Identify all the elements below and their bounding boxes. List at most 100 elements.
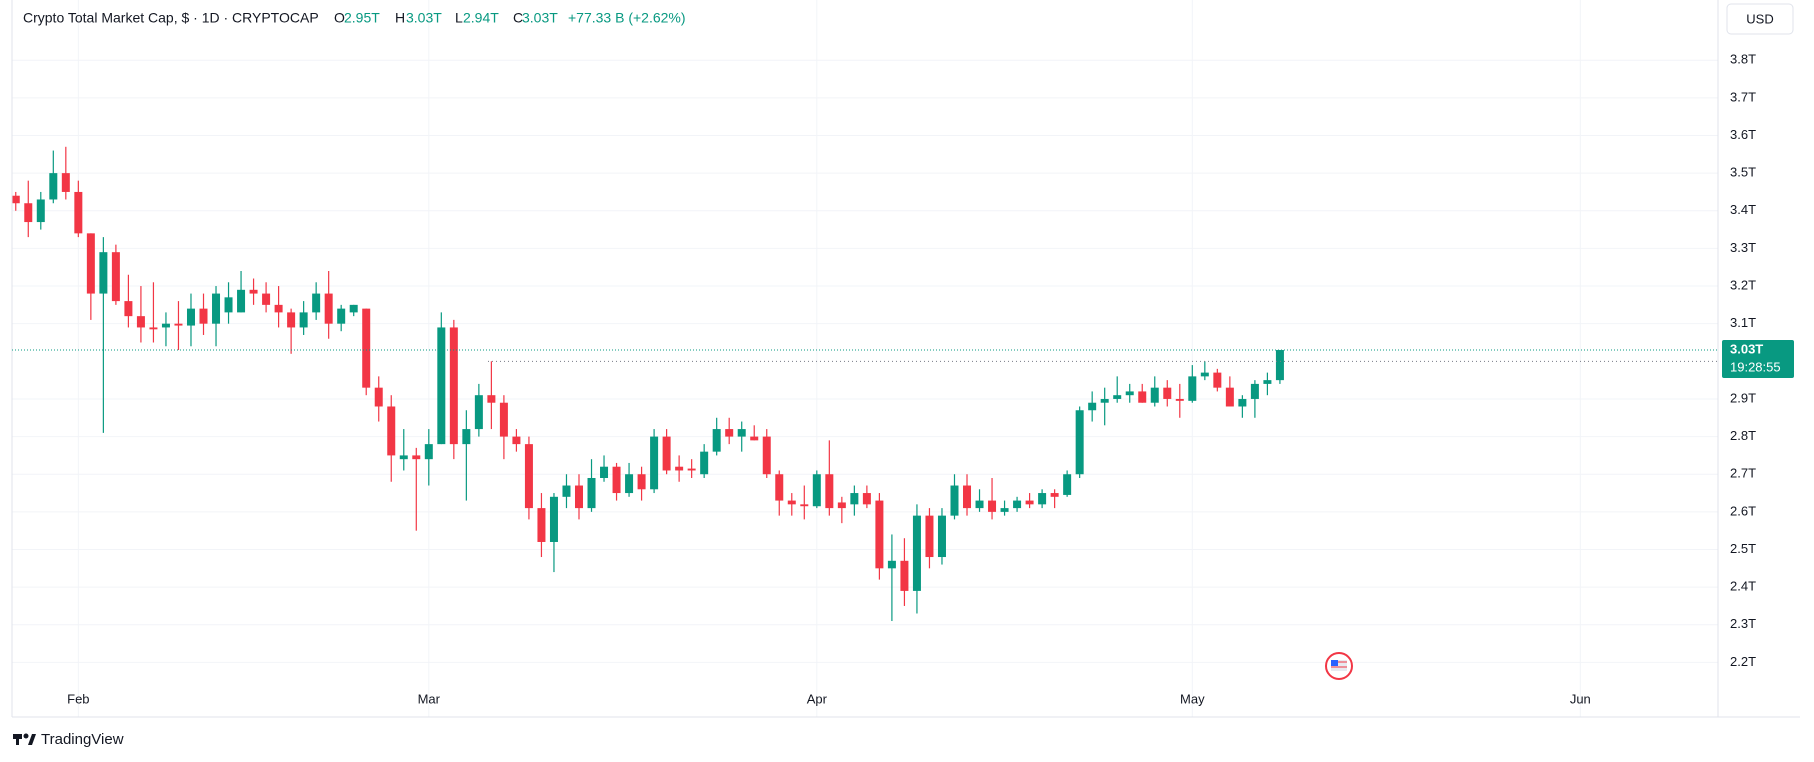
candle-body xyxy=(1263,380,1272,384)
legend-key: C xyxy=(513,10,523,26)
y-tick-label: 2.5T xyxy=(1730,541,1756,556)
legend-value: 2.95T xyxy=(344,10,380,26)
candle-body xyxy=(1025,500,1034,505)
y-tick-label: 2.8T xyxy=(1730,428,1756,443)
candle-body xyxy=(650,436,659,490)
candle-body xyxy=(825,474,834,509)
candle-body xyxy=(499,402,508,437)
candle-body xyxy=(262,293,271,305)
brand[interactable]: TradingView xyxy=(13,731,124,748)
countdown: 19:28:55 xyxy=(1730,359,1781,374)
candle-body xyxy=(374,387,383,407)
candle-body xyxy=(199,308,208,324)
candle-body xyxy=(950,485,959,516)
currency-label[interactable]: USD xyxy=(1746,11,1773,26)
candle-body xyxy=(1013,500,1022,509)
y-tick-label: 3.4T xyxy=(1730,202,1756,217)
candle-body xyxy=(988,500,997,512)
candle-body xyxy=(600,466,609,478)
candle-body xyxy=(612,466,621,494)
candle-body xyxy=(136,316,145,328)
candle-body xyxy=(750,436,759,441)
y-tick-label: 3.5T xyxy=(1730,165,1756,180)
candle-body xyxy=(1213,372,1222,388)
candle-body xyxy=(1175,398,1184,401)
candle-body xyxy=(662,436,671,471)
logo-part xyxy=(23,733,29,739)
candle-body xyxy=(862,493,871,505)
y-tick-label: 3.7T xyxy=(1730,89,1756,104)
candle-body xyxy=(49,173,58,200)
currency-button[interactable]: USD xyxy=(1726,3,1794,35)
y-tick-label: 2.9T xyxy=(1730,390,1756,405)
candle-body xyxy=(537,508,546,542)
candle-body xyxy=(237,289,246,313)
candle-body xyxy=(462,429,471,445)
candle-body xyxy=(1063,474,1072,495)
candle-body xyxy=(700,451,709,475)
y-tick-label: 2.4T xyxy=(1730,579,1756,594)
y-tick-label: 2.2T xyxy=(1730,654,1756,669)
chart-title: Crypto Total Market Cap, $ · 1D · CRYPTO… xyxy=(23,10,319,26)
candle-body xyxy=(74,191,83,234)
candle-body xyxy=(775,474,784,501)
candle-body xyxy=(387,406,396,456)
legend-key: H xyxy=(395,10,405,26)
candle-body xyxy=(675,466,684,471)
candle-body xyxy=(274,304,283,313)
candle-body xyxy=(837,502,846,509)
candle-body xyxy=(1075,410,1084,475)
candle-body xyxy=(975,500,984,509)
candle-body xyxy=(963,485,972,509)
candle-body xyxy=(124,301,133,317)
candle-body xyxy=(812,474,821,507)
candle-body xyxy=(212,293,221,324)
candle-body xyxy=(1050,493,1059,497)
candle-body xyxy=(1250,383,1259,399)
brand-name[interactable]: TradingView xyxy=(41,731,124,748)
candle-body xyxy=(725,429,734,437)
candle-body xyxy=(337,308,346,324)
candle-body xyxy=(549,496,558,542)
candle-body xyxy=(36,199,45,223)
candle-body xyxy=(937,515,946,558)
candle-body xyxy=(524,444,533,509)
candle-body xyxy=(587,477,596,509)
ohlc-legend: O 2.95T H 3.03T L 2.94T C 3.03T +77.33 B… xyxy=(334,10,686,26)
candle-body xyxy=(186,308,195,326)
candle-body xyxy=(625,474,634,494)
candle-body xyxy=(1088,402,1097,411)
candle-body xyxy=(174,323,183,326)
flag[interactable] xyxy=(1331,660,1347,671)
change: +77.33 B (+2.62%) xyxy=(568,10,686,26)
legend-key: L xyxy=(455,10,463,26)
candle-body xyxy=(111,252,120,302)
legend-value: 2.94T xyxy=(463,10,499,26)
logo-part xyxy=(16,734,19,745)
candle-body xyxy=(1238,398,1247,407)
y-tick-label: 3.1T xyxy=(1730,315,1756,330)
candle-body xyxy=(299,312,308,328)
candle-body xyxy=(161,323,170,328)
candle-body xyxy=(1038,493,1047,505)
candle-body xyxy=(99,252,108,294)
candle-body xyxy=(512,436,521,445)
candle-body xyxy=(1163,387,1172,399)
flag-canton[interactable] xyxy=(1331,660,1338,666)
candle-body xyxy=(449,327,458,445)
candle-body xyxy=(887,560,896,569)
candle-body xyxy=(424,444,433,460)
x-tick-label: Apr xyxy=(807,691,828,706)
currency-button-box[interactable] xyxy=(1726,3,1794,35)
last-price-box xyxy=(1722,340,1794,379)
x-tick-label: Jun xyxy=(1570,691,1591,706)
candle-body xyxy=(562,485,571,497)
candle-body xyxy=(712,429,721,452)
candle-body xyxy=(687,468,696,471)
x-tick-label: May xyxy=(1180,691,1205,706)
candle-body xyxy=(574,485,583,509)
candle-body xyxy=(1150,387,1159,403)
legend-value: 3.03T xyxy=(406,10,442,26)
event-icon[interactable] xyxy=(1325,652,1353,680)
